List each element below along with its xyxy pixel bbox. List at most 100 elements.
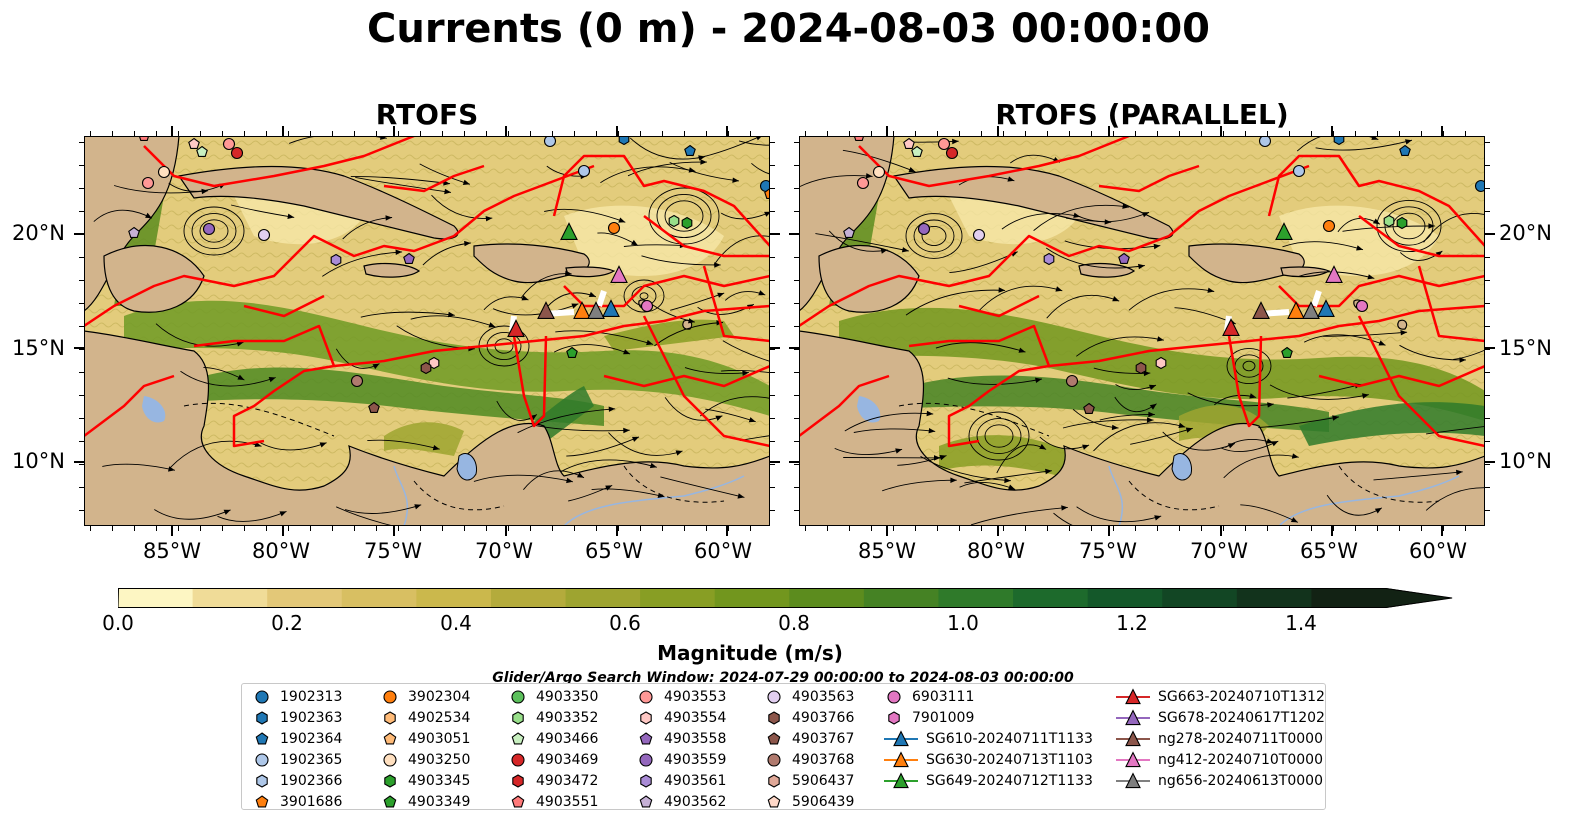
colorbar-segment — [1236, 588, 1312, 608]
lon-minor-tick-bottom — [871, 526, 872, 531]
lon-minor-tick-bottom — [893, 526, 894, 531]
legend-entry: 4903472 — [508, 771, 598, 791]
right-map-panel[interactable] — [799, 136, 1485, 526]
streamline — [882, 479, 957, 492]
legend-marker-icon — [639, 753, 653, 767]
legend-marker-icon — [255, 753, 269, 767]
lake-nicaragua — [857, 396, 881, 423]
streamline-arrow — [462, 179, 470, 185]
argo-float-marker — [607, 221, 621, 235]
colorbar-outline — [117, 588, 1453, 608]
streamline-arrow — [1153, 243, 1161, 250]
boundary-line — [1098, 164, 1200, 193]
lon-minor-tick-top — [871, 131, 872, 136]
lat-minor-tick-left — [794, 487, 799, 488]
lat-minor-tick-left — [794, 395, 799, 396]
lon-minor-tick-bottom — [1399, 526, 1400, 531]
eddy-streamline — [913, 219, 955, 253]
streamline — [230, 204, 295, 218]
argo-float-marker — [202, 222, 216, 236]
right-map-canvas — [799, 136, 1485, 526]
boundary-line — [643, 215, 770, 258]
argo-float-marker — [1258, 136, 1272, 148]
legend-marker-icon — [511, 795, 525, 808]
argo-float-marker — [911, 145, 923, 157]
lat-minor-tick-right — [770, 303, 775, 304]
colorbar-segment — [714, 588, 790, 608]
streamline — [608, 432, 683, 456]
lon-minor-tick-bottom — [1289, 526, 1290, 531]
streamline-arrow — [1073, 212, 1081, 218]
streamline — [1373, 471, 1463, 481]
lon-minor-tick-top — [1377, 131, 1378, 136]
streamline-arrow — [571, 303, 579, 309]
boundary-line — [552, 154, 770, 247]
colorbar-tick-label: 0.8 — [778, 611, 810, 635]
streamline-arrow — [1267, 402, 1274, 408]
lat-major-tick-right — [1485, 233, 1495, 235]
left-map-panel[interactable] — [84, 136, 770, 526]
colorbar-segment — [490, 588, 567, 608]
lat-major-tick-left — [789, 347, 799, 349]
streamline — [970, 506, 1068, 526]
boundary-line — [858, 136, 1130, 188]
streamline-arrow — [1459, 357, 1466, 363]
lon-minor-tick-bottom — [827, 526, 828, 531]
streamline — [1187, 392, 1274, 407]
lon-minor-tick-top — [805, 131, 806, 136]
legend-hexagon — [640, 711, 652, 725]
boundary-line — [1278, 274, 1485, 308]
legend-entry: 4903554 — [636, 708, 726, 728]
legend-pentagon — [255, 795, 269, 808]
lat-major-tick-left — [789, 461, 799, 463]
streamline-arrow — [1018, 347, 1026, 353]
lon-minor-tick-top — [684, 131, 685, 136]
left-panel-title: RTOFS — [375, 98, 479, 131]
lat-minor-tick-right — [1485, 326, 1490, 327]
colorbar-tick-label: 0.6 — [609, 611, 641, 635]
streamline-arrow — [1456, 469, 1463, 476]
streamline — [660, 476, 745, 498]
eddy-streamline — [1226, 347, 1272, 385]
lat-minor-tick-left — [79, 349, 84, 350]
legend-label: 1902365 — [280, 752, 343, 768]
lon-minor-tick-bottom — [112, 526, 113, 531]
streamline-arrow — [1111, 424, 1119, 431]
legend-entry: 4903469 — [508, 750, 598, 770]
lat-minor-tick-right — [770, 188, 775, 189]
lon-minor-tick-top — [200, 131, 201, 136]
colorbar-extend-arrow — [1386, 588, 1453, 608]
boundary-line — [383, 164, 485, 193]
legend-hexagon — [256, 774, 268, 788]
streamline-arrow — [714, 262, 721, 268]
streamline-arrow — [1249, 393, 1257, 399]
lon-minor-tick-bottom — [486, 526, 487, 531]
streamline — [947, 377, 1042, 385]
boundary-line — [1357, 315, 1485, 448]
legend-entry: 5906437 — [764, 771, 854, 791]
eddy-streamline — [921, 225, 947, 247]
streamline-arrow — [1428, 223, 1435, 229]
legend-hexagon — [512, 774, 524, 788]
lon-label-60w-left: 60°W — [694, 539, 752, 563]
lat-minor-tick-right — [770, 280, 775, 281]
lon-major-tick-top — [282, 126, 284, 136]
lat-minor-tick-right — [1485, 349, 1490, 350]
legend-entry: 1902366 — [252, 771, 342, 791]
streamline-arrow — [577, 472, 584, 478]
colorbar-tick-label: 1.4 — [1285, 611, 1317, 635]
legend-label: 7901009 — [912, 710, 975, 726]
streamline-arrow — [755, 136, 762, 141]
boundary-line — [1267, 154, 1485, 247]
legend-entry: SG630-20240713T1103 — [884, 750, 1093, 770]
streamline — [1130, 427, 1193, 445]
legend-pentagon — [383, 795, 397, 808]
legend-label: 4903554 — [664, 710, 727, 726]
boundary-line — [1318, 364, 1485, 388]
legend-entry: 4902534 — [380, 708, 470, 728]
legend-label: 4903767 — [792, 731, 855, 747]
argo-float-marker — [1135, 361, 1147, 375]
legend-entry: 6903111 — [884, 687, 974, 707]
streamline-arrow — [928, 428, 936, 434]
argo-float-marker — [1065, 374, 1079, 388]
